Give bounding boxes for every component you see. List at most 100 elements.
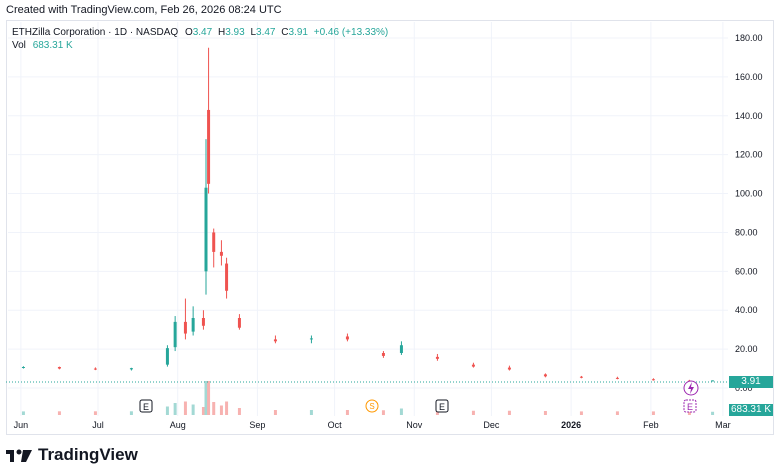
candle-body — [21, 367, 25, 368]
volume-bar — [345, 410, 349, 415]
marker-split-oct-label: S — [369, 402, 374, 411]
candle — [651, 378, 655, 381]
volume-bar — [543, 411, 547, 415]
marker-earnings-upcoming-label: E — [687, 402, 693, 412]
volume-bar — [309, 410, 313, 415]
candle-body — [471, 364, 475, 367]
candle-body — [129, 368, 133, 370]
close-label: C — [281, 27, 289, 38]
volume-bar — [687, 411, 691, 415]
volume-bar — [191, 404, 195, 415]
time-axis: Jun Jul Aug Sep Oct Nov Dec 2026 Feb Mar — [14, 420, 731, 430]
candle-body — [93, 368, 97, 370]
time-tick-label: Feb — [643, 420, 659, 430]
candle-body — [273, 339, 277, 342]
marker-earnings-aug-label: E — [143, 402, 149, 412]
volume-bar — [615, 411, 619, 415]
volume-bar — [21, 411, 25, 415]
price-tick-label: 160.00 — [735, 72, 763, 82]
brand-name: TradingView — [38, 445, 138, 464]
volume-bar — [237, 408, 241, 415]
candle-body — [212, 232, 216, 252]
time-tick-label: Dec — [483, 420, 500, 430]
time-tick-label: Mar — [715, 420, 731, 430]
price-tick-label: 60.00 — [735, 266, 758, 276]
candle — [435, 353, 439, 361]
candle-body — [651, 379, 655, 381]
volume-bar — [219, 405, 223, 415]
price-tick-label: 40.00 — [735, 305, 758, 315]
volume-tag: 683.31 K — [729, 404, 773, 416]
open-label: O — [184, 27, 193, 38]
volume-bar — [273, 410, 277, 415]
created-note: Created with TradingView.com, Feb 26, 20… — [6, 4, 282, 16]
chart-legend: ETHZilla Corporation · 1D · NASDAQ O3.47… — [12, 26, 388, 52]
open-value: 3.47 — [192, 27, 213, 38]
price-tick-label: 140.00 — [735, 111, 763, 121]
chart-pane[interactable] — [6, 20, 774, 435]
candle-body — [207, 109, 211, 184]
price-tick-label: 20.00 — [735, 344, 758, 354]
volume-bar — [207, 381, 211, 415]
candle-body — [543, 374, 547, 377]
candle — [237, 314, 241, 330]
low-value: 3.47 — [256, 27, 276, 38]
candle — [207, 47, 211, 194]
candle-body — [381, 353, 385, 356]
tradingview-logo[interactable]: TradingView — [6, 444, 138, 466]
candle-body — [165, 348, 169, 365]
candle — [183, 298, 187, 340]
candle — [57, 366, 61, 370]
candle — [129, 367, 133, 371]
high-value: 3.93 — [225, 27, 245, 38]
candle-body — [225, 263, 229, 291]
grid-lines — [8, 22, 728, 416]
marker-earnings-aug[interactable]: E — [139, 399, 153, 413]
time-tick-label: Aug — [170, 420, 186, 430]
candle — [93, 367, 97, 371]
volume-bar — [651, 411, 655, 415]
marker-earnings-nov-label: E — [439, 402, 445, 412]
high-label: H — [217, 27, 226, 38]
marker-split-oct[interactable]: S — [365, 399, 379, 413]
candle — [273, 335, 277, 344]
volume-bar — [579, 411, 583, 415]
time-tick-label: Jul — [92, 420, 104, 430]
candle — [345, 333, 349, 342]
candle-body — [399, 345, 403, 353]
candle — [711, 380, 715, 382]
tradingview-logo-icon — [6, 449, 32, 462]
volume-bar — [165, 406, 169, 415]
candles — [21, 47, 715, 382]
candle-body — [183, 321, 187, 334]
candle-body — [173, 321, 177, 348]
marker-earnings-nov[interactable]: E — [435, 399, 449, 413]
volume-bar — [173, 403, 177, 415]
candle-body — [204, 187, 208, 272]
marker-earnings-upcoming[interactable]: E — [683, 399, 697, 413]
candle — [471, 362, 475, 368]
candle-body — [201, 318, 205, 326]
candle — [579, 375, 583, 379]
candle-body — [435, 356, 439, 359]
volume-bar — [471, 410, 475, 415]
volume-bar — [381, 410, 385, 415]
time-tick-label: Sep — [249, 420, 265, 430]
candle-body — [615, 377, 619, 379]
candle — [191, 306, 195, 336]
lightning-icon[interactable] — [683, 380, 699, 396]
volume-bar — [711, 411, 715, 415]
candle — [201, 310, 205, 330]
symbol-title: ETHZilla Corporation · 1D · NASDAQ — [12, 27, 179, 38]
volume-bar — [57, 411, 61, 415]
price-tick-label: 0.00 — [735, 383, 753, 393]
candle-body — [219, 251, 223, 256]
low-label: L — [250, 27, 257, 38]
close-value: 3.91 — [288, 27, 308, 38]
price-axis: 180.00 160.00 140.00 120.00 100.00 80.00 60.00… — [735, 33, 763, 393]
volume-bars — [21, 381, 715, 415]
candle — [165, 345, 169, 367]
volume-bar — [435, 410, 439, 415]
volume-bar — [212, 402, 216, 415]
